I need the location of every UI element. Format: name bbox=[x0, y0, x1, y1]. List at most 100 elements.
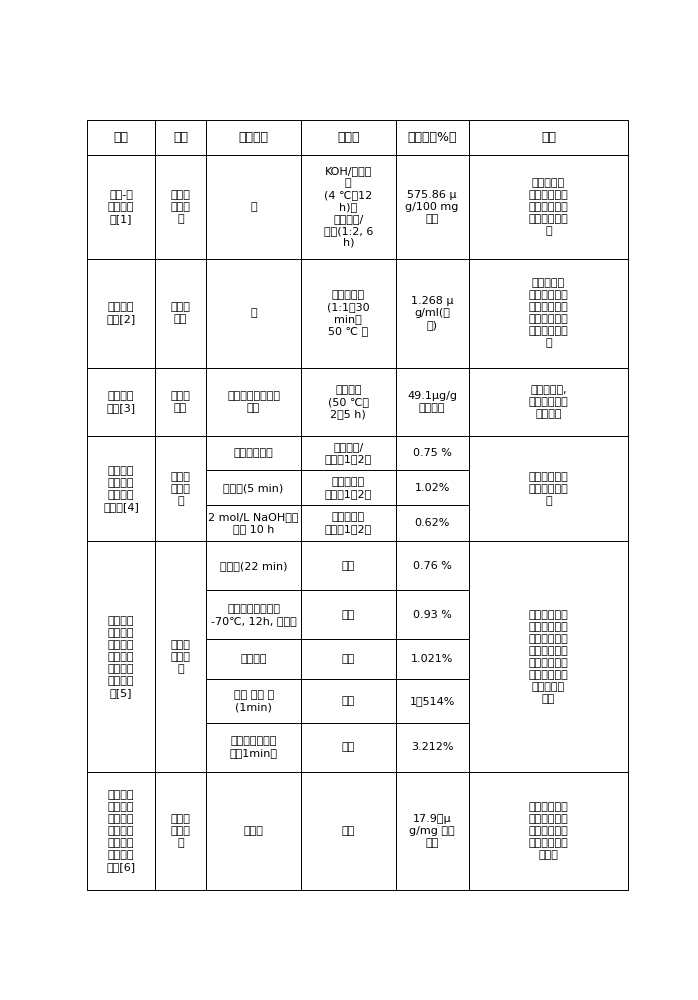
Text: 超声波法: 超声波法 bbox=[240, 654, 267, 664]
Bar bbox=[468, 368, 628, 436]
Bar bbox=[396, 155, 468, 259]
Bar bbox=[87, 155, 155, 259]
Bar bbox=[468, 155, 628, 259]
Text: 微波法(5 min): 微波法(5 min) bbox=[223, 483, 283, 493]
Bar bbox=[396, 679, 468, 723]
Bar bbox=[468, 436, 628, 541]
Bar bbox=[155, 541, 207, 772]
Bar bbox=[301, 639, 396, 679]
Text: 1．514%: 1．514% bbox=[410, 696, 455, 706]
Text: 0.76 %: 0.76 % bbox=[413, 561, 452, 571]
Bar bbox=[87, 541, 155, 772]
Bar bbox=[87, 368, 155, 436]
Text: 0.75 %: 0.75 % bbox=[413, 448, 452, 458]
Text: 微波处理对虾
青素有分解作
用: 微波处理对虾 青素有分解作 用 bbox=[528, 472, 568, 506]
Text: 氯仿: 氯仿 bbox=[341, 696, 355, 706]
Bar bbox=[301, 505, 396, 541]
Bar bbox=[87, 436, 155, 541]
Text: 未经分离，产
品纯度不高，
氯仿毒性高，
超声波法对虾
青素有分解作
用。使用液氮
不适合规模
化。: 未经分离，产 品纯度不高， 氯仿毒性高， 超声波法对虾 青素有分解作 用。使用液… bbox=[528, 610, 568, 704]
Text: 低温研磨法（液
氮，1min）: 低温研磨法（液 氮，1min） bbox=[230, 736, 278, 758]
Text: 直接 研磨 法
(1min): 直接 研磨 法 (1min) bbox=[234, 690, 274, 712]
Text: 氯仿: 氯仿 bbox=[341, 610, 355, 620]
Bar bbox=[301, 155, 396, 259]
Text: 有机溶剂
提取[2]: 有机溶剂 提取[2] bbox=[106, 302, 135, 324]
Bar bbox=[468, 120, 628, 155]
Text: 有机溶剂
提取[3]: 有机溶剂 提取[3] bbox=[107, 391, 135, 413]
Bar bbox=[207, 772, 301, 890]
Text: 提取物未破
壁，提取率非
常低，且未经
分离，纯度较
低: 提取物未破 壁，提取率非 常低，且未经 分离，纯度较 低 bbox=[528, 178, 568, 236]
Bar bbox=[87, 120, 155, 155]
Bar bbox=[155, 155, 207, 259]
Text: 0.62%: 0.62% bbox=[415, 518, 450, 528]
Text: 氯仿：乙醇
(1:1，30
min，
50 ℃ ）: 氯仿：乙醇 (1:1，30 min， 50 ℃ ） bbox=[327, 290, 369, 336]
Text: 高压均质
法、超声
波法、冻
融法、超
声波＋均
质冻融＋
均质[6]: 高压均质 法、超声 波法、冻 融法、超 声波＋均 质冻融＋ 均质[6] bbox=[107, 790, 135, 872]
Bar bbox=[207, 368, 301, 436]
Text: 无: 无 bbox=[251, 202, 257, 212]
Text: 提取物未破
壁，提取率非
常低，且未经
分离，纯度较
低，氯仿毒性
高: 提取物未破 壁，提取率非 常低，且未经 分离，纯度较 低，氯仿毒性 高 bbox=[528, 278, 568, 348]
Bar bbox=[207, 723, 301, 772]
Bar bbox=[396, 772, 468, 890]
Bar bbox=[87, 259, 155, 368]
Text: 雨生红
球藻藻
粉: 雨生红 球藻藻 粉 bbox=[170, 190, 191, 224]
Bar bbox=[207, 470, 301, 505]
Text: 0.93 %: 0.93 % bbox=[413, 610, 452, 620]
Text: 氯仿: 氯仿 bbox=[341, 826, 355, 836]
Bar bbox=[468, 772, 628, 890]
Text: 破壁处理: 破壁处理 bbox=[239, 131, 269, 144]
Text: 乙酸乙酯/
乙醇（1：2）: 乙酸乙酯/ 乙醇（1：2） bbox=[325, 442, 372, 464]
Text: 匀浆法(22 min): 匀浆法(22 min) bbox=[220, 561, 288, 571]
Text: 乙酸乙酯／
乙醇（1：2）: 乙酸乙酯／ 乙醇（1：2） bbox=[325, 477, 372, 499]
Bar bbox=[207, 639, 301, 679]
Text: 乙酸乙酯／
乙醇（1：2）: 乙酸乙酯／ 乙醇（1：2） bbox=[325, 512, 372, 534]
Text: 备注: 备注 bbox=[541, 131, 556, 144]
Text: 皂化-有
机溶剂提
取[1]: 皂化-有 机溶剂提 取[1] bbox=[107, 190, 134, 224]
Text: 雨生红
球藻藻
粉: 雨生红 球藻藻 粉 bbox=[170, 814, 191, 848]
Text: 虾头、虾壳不需要
破壁: 虾头、虾壳不需要 破壁 bbox=[227, 391, 280, 413]
Text: KOH/甲醇皂
化
(4 ℃，12
h)，
乙酸乙酯/
乙醇(1:2, 6
h): KOH/甲醇皂 化 (4 ℃，12 h)， 乙酸乙酯/ 乙醇(1:2, 6 h) bbox=[324, 166, 373, 248]
Text: 无: 无 bbox=[251, 308, 257, 318]
Bar bbox=[207, 541, 301, 590]
Bar bbox=[396, 639, 468, 679]
Bar bbox=[207, 259, 301, 368]
Bar bbox=[396, 723, 468, 772]
Text: 1.268 μ
g/ml(藻
种): 1.268 μ g/ml(藻 种) bbox=[411, 296, 454, 330]
Text: 2 mol/L NaOH溶液
回流 10 h: 2 mol/L NaOH溶液 回流 10 h bbox=[208, 512, 299, 534]
Bar bbox=[207, 120, 301, 155]
Bar bbox=[207, 505, 301, 541]
Bar bbox=[396, 470, 468, 505]
Text: 原料: 原料 bbox=[173, 131, 188, 144]
Bar bbox=[301, 723, 396, 772]
Bar bbox=[87, 772, 155, 890]
Bar bbox=[396, 436, 468, 470]
Bar bbox=[207, 590, 301, 639]
Text: 匀浆法、
冻融温差
法、超声
波法、直
接研磨法
和低温研
磨[5]: 匀浆法、 冻融温差 法、超声 波法、直 接研磨法 和低温研 磨[5] bbox=[107, 616, 134, 698]
Text: 未经分离，产
品纯度不高，
氯仿毒性高，
一次冻融提取
率不高: 未经分离，产 品纯度不高， 氯仿毒性高， 一次冻融提取 率不高 bbox=[528, 802, 568, 860]
Bar bbox=[468, 259, 628, 368]
Text: 1.021%: 1.021% bbox=[411, 654, 453, 664]
Bar bbox=[468, 541, 628, 772]
Bar bbox=[301, 368, 396, 436]
Text: 提取率（%）: 提取率（%） bbox=[408, 131, 457, 144]
Bar bbox=[396, 590, 468, 639]
Text: 575.86 μ
g/100 mg
藻粉: 575.86 μ g/100 mg 藻粉 bbox=[406, 190, 459, 224]
Bar bbox=[301, 120, 396, 155]
Bar bbox=[301, 772, 396, 890]
Text: 1.02%: 1.02% bbox=[415, 483, 450, 493]
Text: 3.212%: 3.212% bbox=[411, 742, 454, 752]
Bar bbox=[301, 590, 396, 639]
Bar bbox=[207, 155, 301, 259]
Bar bbox=[155, 772, 207, 890]
Bar bbox=[396, 259, 468, 368]
Text: 雨生红
球藻: 雨生红 球藻 bbox=[170, 302, 191, 324]
Bar bbox=[301, 436, 396, 470]
Text: 氯仿: 氯仿 bbox=[341, 654, 355, 664]
Text: 氯仿: 氯仿 bbox=[341, 742, 355, 752]
Bar bbox=[396, 505, 468, 541]
Bar bbox=[207, 436, 301, 470]
Text: 提取剂: 提取剂 bbox=[337, 131, 359, 144]
Bar bbox=[396, 541, 468, 590]
Text: 原料含量低,
且未经分离，
纯度较低: 原料含量低, 且未经分离， 纯度较低 bbox=[528, 385, 568, 419]
Bar bbox=[207, 679, 301, 723]
Bar bbox=[301, 541, 396, 590]
Bar bbox=[396, 368, 468, 436]
